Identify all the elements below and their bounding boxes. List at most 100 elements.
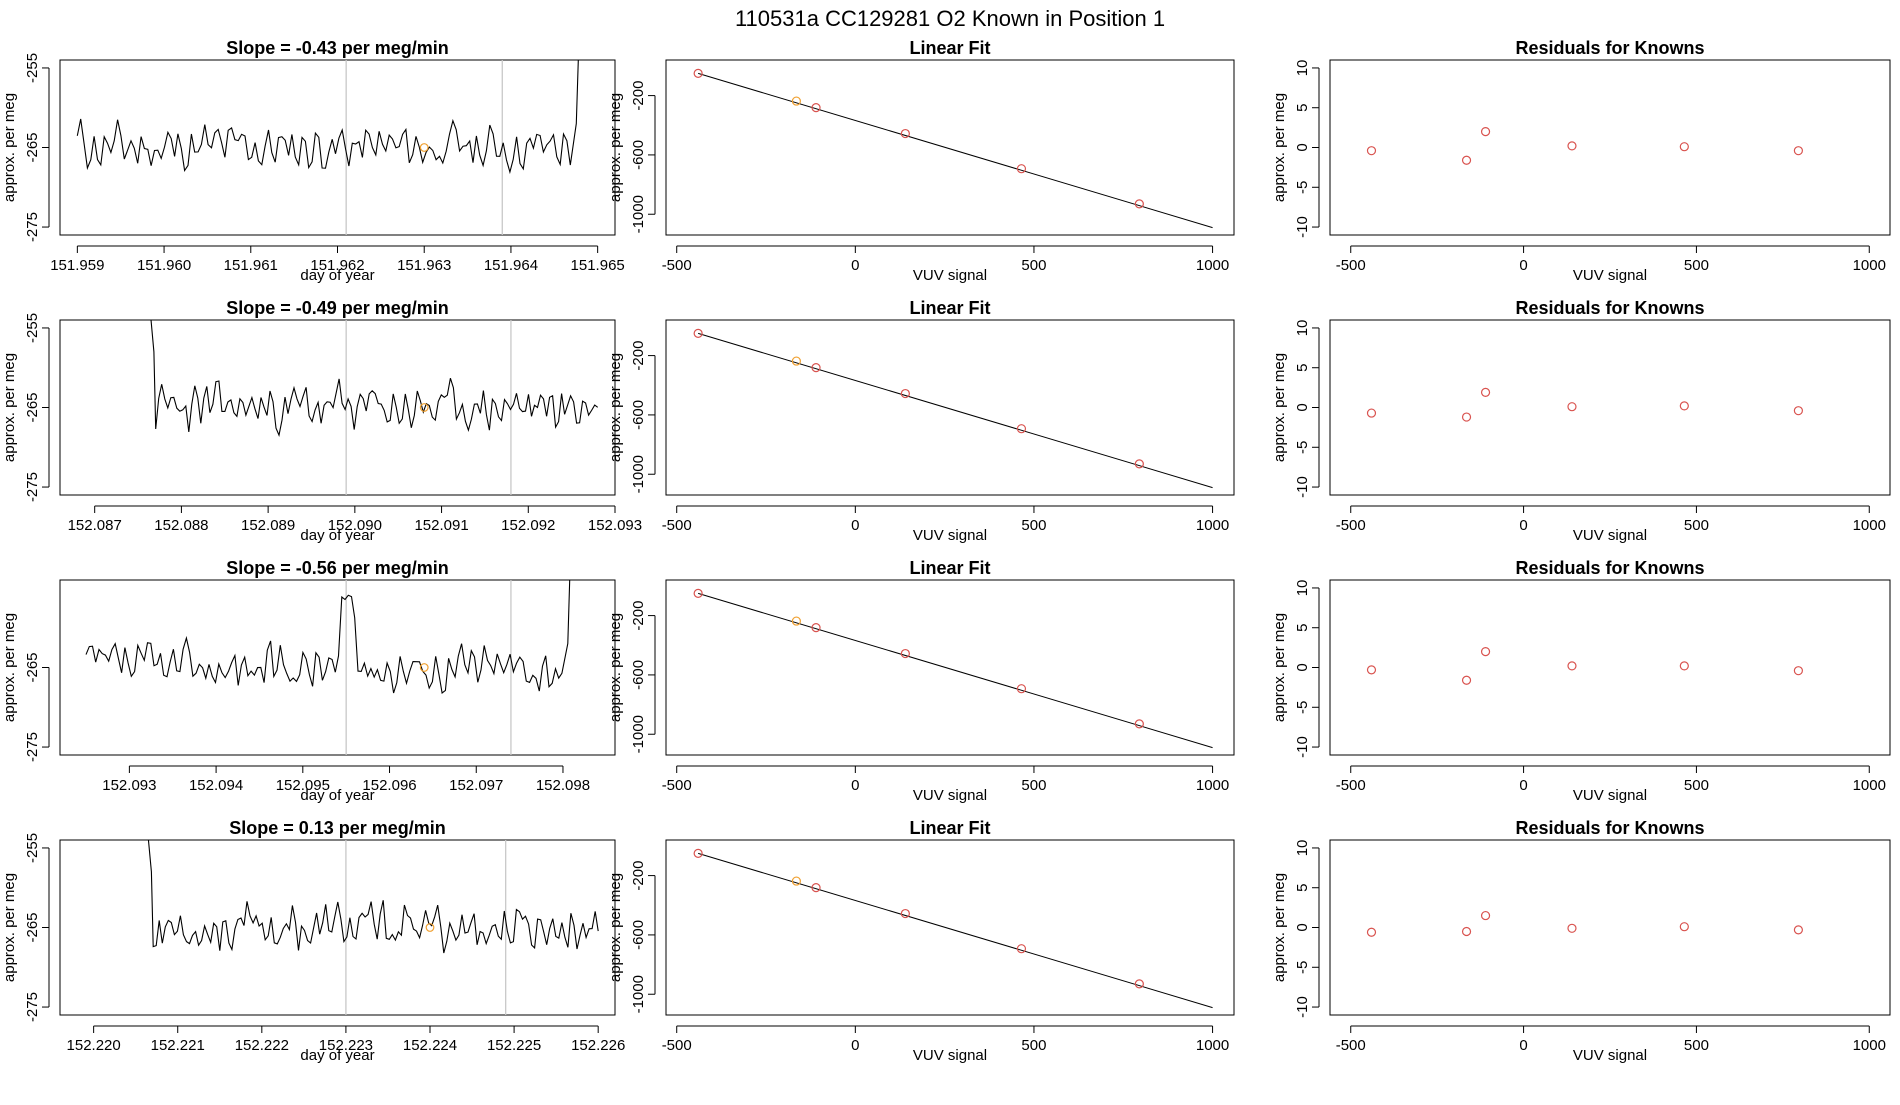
panel-title: Linear Fit (909, 818, 990, 838)
data-point (1679, 661, 1689, 671)
data-point (1134, 979, 1144, 989)
data-point (1793, 406, 1803, 416)
data-point (1793, 146, 1803, 156)
y-tick-label: -200 (630, 81, 647, 111)
highlight-point (419, 403, 429, 412)
y-tick-label: 5 (1294, 624, 1311, 632)
x-tick-label: 1000 (1196, 517, 1229, 534)
x-tick-label: 152.221 (151, 1037, 205, 1054)
panel-title: Slope = -0.43 per meg/min (226, 38, 449, 58)
data-point (693, 68, 703, 78)
highlight-point (791, 96, 801, 106)
x-axis-label: VUV signal (1573, 527, 1647, 544)
y-tick-label: 0 (1294, 403, 1311, 411)
x-tick-label: 152.225 (487, 1037, 541, 1054)
x-axis-label: day of year (300, 787, 374, 804)
y-tick-label: -275 (24, 472, 41, 502)
data-point (900, 648, 910, 659)
y-tick-label: -5 (1294, 181, 1311, 194)
x-tick-label: 1000 (1196, 777, 1229, 794)
fit-line (698, 592, 1213, 749)
plot-frame (665, 579, 1235, 756)
y-axis-label: approx. per meg (1, 613, 18, 722)
y-tick-label: -275 (24, 992, 41, 1022)
data-point (1567, 923, 1577, 933)
x-tick-label: 500 (1684, 257, 1709, 274)
x-tick-label: 151.962 (310, 257, 364, 274)
panel-r3-c0: Slope = 0.13 per meg/min 152.220 152.221 15… (1, 818, 625, 1064)
x-tick-label: 152.094 (189, 777, 243, 794)
y-axis-label: approx. per meg (1271, 353, 1288, 462)
series-line (150, 320, 599, 437)
plot-frame (59, 319, 616, 496)
x-axis-label: VUV signal (913, 787, 987, 804)
panel-title: Slope = 0.13 per meg/min (229, 818, 446, 838)
x-tick-label: -500 (1336, 517, 1366, 534)
x-tick-label: 152.093 (588, 517, 642, 534)
panel-r3-c1: Linear Fit -500 0 500 1000 VUV signal -1000 -60… (607, 818, 1235, 1064)
x-tick-label: 152.091 (414, 517, 468, 534)
x-tick-label: 1000 (1196, 1037, 1229, 1054)
y-tick-label: -255 (24, 313, 41, 343)
data-point (1480, 126, 1491, 137)
y-axis-label: approx. per meg (607, 93, 624, 202)
y-tick-label: -200 (630, 861, 647, 891)
x-axis-label: day of year (300, 267, 374, 284)
panel-title: Slope = -0.49 per meg/min (226, 298, 449, 318)
y-tick-label: -265 (24, 652, 41, 682)
plot-frame (59, 839, 616, 1016)
y-tick-label: -600 (630, 660, 647, 690)
x-tick-label: 152.226 (571, 1037, 625, 1054)
data-point (1016, 684, 1027, 694)
x-tick-label: 152.097 (449, 777, 503, 794)
y-tick-label: -5 (1294, 441, 1311, 454)
x-tick-label: 1000 (1853, 257, 1886, 274)
data-point (1461, 412, 1472, 422)
highlight-point (791, 616, 801, 626)
data-point (1016, 164, 1027, 174)
x-tick-label: 151.960 (137, 257, 191, 274)
x-tick-label: 152.087 (68, 517, 122, 534)
x-tick-label: 152.088 (154, 517, 208, 534)
y-tick-label: -1000 (630, 195, 647, 233)
data-point (1679, 401, 1689, 411)
data-point (1461, 926, 1472, 937)
x-tick-label: 0 (851, 517, 859, 534)
x-tick-label: -500 (1336, 777, 1366, 794)
x-tick-label: -500 (662, 257, 692, 274)
data-point (1134, 719, 1144, 729)
y-axis-label: approx. per meg (1271, 93, 1288, 202)
data-point (1366, 927, 1377, 937)
panel-r0-c1: Linear Fit -500 0 500 1000 VUV signal -1000 -60… (607, 38, 1235, 284)
x-tick-label: 151.964 (484, 257, 538, 274)
data-point (811, 103, 821, 113)
main-title: 110531a CC129281 O2 Known in Position 1 (735, 6, 1165, 31)
y-tick-label: -275 (24, 732, 41, 762)
y-tick-label: -5 (1294, 701, 1311, 714)
y-tick-label: -600 (630, 140, 647, 170)
panel-title: Linear Fit (909, 558, 990, 578)
data-point (1134, 459, 1144, 469)
highlight-point (425, 923, 435, 932)
panel-title: Residuals for Knowns (1515, 38, 1704, 58)
y-tick-label: 0 (1294, 663, 1311, 671)
x-axis-label: VUV signal (1573, 787, 1647, 804)
panel-title: Slope = -0.56 per meg/min (226, 558, 449, 578)
x-axis-label: VUV signal (1573, 1047, 1647, 1064)
data-point (1480, 646, 1491, 657)
data-point (1480, 910, 1491, 921)
highlight-point (791, 356, 801, 366)
y-tick-label: -10 (1294, 736, 1311, 758)
x-tick-label: 0 (851, 1037, 859, 1054)
x-tick-label: 152.095 (276, 777, 330, 794)
y-axis-label: approx. per meg (1, 93, 18, 202)
data-point (1366, 146, 1377, 156)
x-tick-label: 500 (1021, 777, 1046, 794)
x-tick-label: -500 (1336, 1037, 1366, 1054)
y-tick-label: -10 (1294, 216, 1311, 238)
x-tick-label: 152.220 (67, 1037, 121, 1054)
data-point (693, 848, 703, 858)
data-point (1480, 387, 1491, 397)
panel-r2-c2: Residuals for Knowns -500 0 500 1000 VUV sign… (1271, 558, 1891, 804)
